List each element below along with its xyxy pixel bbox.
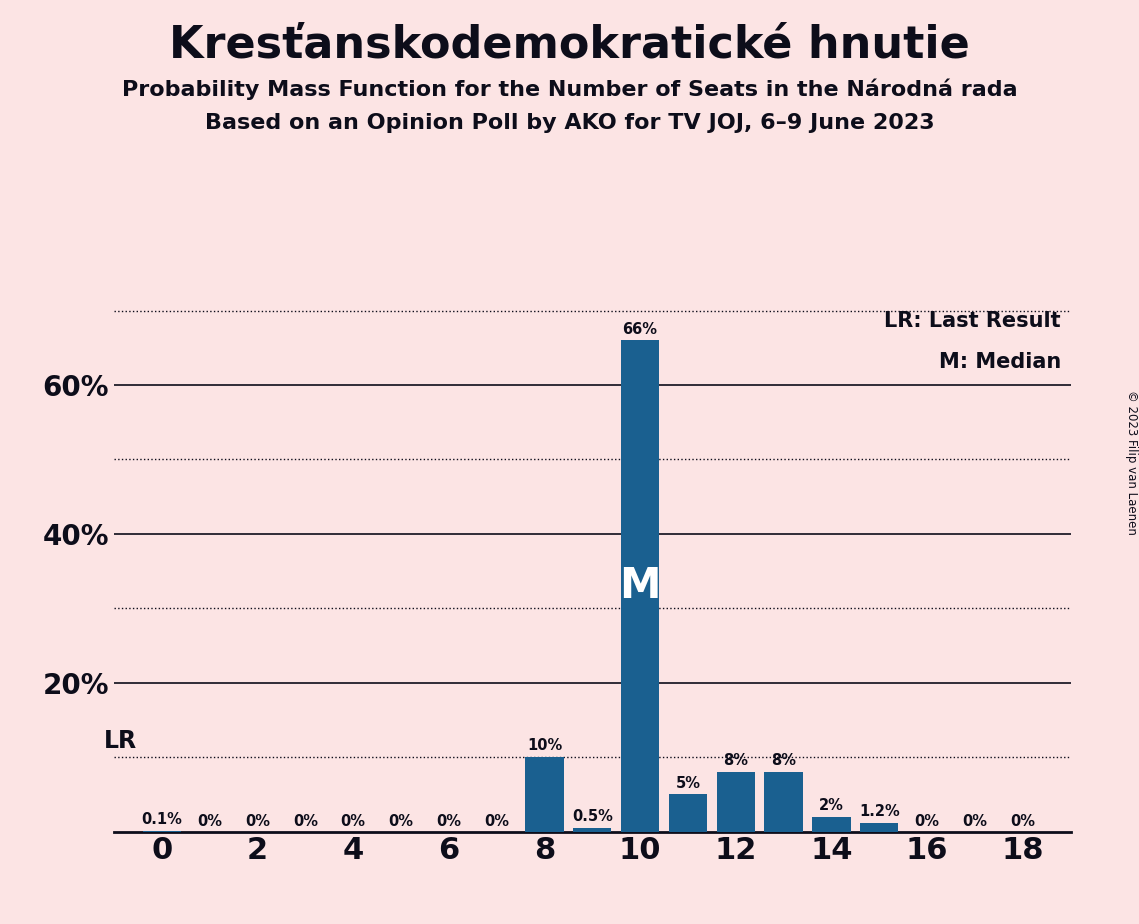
Bar bbox=[860, 822, 899, 832]
Bar bbox=[621, 340, 659, 832]
Text: 0%: 0% bbox=[197, 814, 222, 829]
Text: 10%: 10% bbox=[527, 738, 562, 753]
Text: 0%: 0% bbox=[436, 814, 461, 829]
Text: LR: LR bbox=[105, 729, 138, 753]
Text: 2%: 2% bbox=[819, 798, 844, 813]
Text: 0%: 0% bbox=[245, 814, 270, 829]
Bar bbox=[573, 828, 612, 832]
Text: 66%: 66% bbox=[623, 322, 657, 336]
Text: 1.2%: 1.2% bbox=[859, 804, 900, 819]
Bar bbox=[764, 772, 803, 832]
Text: 0%: 0% bbox=[293, 814, 318, 829]
Text: Probability Mass Function for the Number of Seats in the Národná rada: Probability Mass Function for the Number… bbox=[122, 79, 1017, 100]
Text: 8%: 8% bbox=[723, 753, 748, 769]
Text: M: Median: M: Median bbox=[939, 351, 1062, 371]
Text: 0%: 0% bbox=[1010, 814, 1035, 829]
Text: Kresťanskodemokratické hnutie: Kresťanskodemokratické hnutie bbox=[169, 23, 970, 67]
Text: 0.1%: 0.1% bbox=[141, 812, 182, 827]
Text: 0%: 0% bbox=[962, 814, 988, 829]
Text: M: M bbox=[620, 565, 661, 607]
Text: 0%: 0% bbox=[484, 814, 509, 829]
Bar bbox=[812, 817, 851, 832]
Bar bbox=[525, 757, 564, 832]
Text: 0%: 0% bbox=[341, 814, 366, 829]
Text: 0%: 0% bbox=[388, 814, 413, 829]
Bar bbox=[716, 772, 755, 832]
Text: 0%: 0% bbox=[915, 814, 940, 829]
Text: © 2023 Filip van Laenen: © 2023 Filip van Laenen bbox=[1124, 390, 1138, 534]
Text: 8%: 8% bbox=[771, 753, 796, 769]
Bar bbox=[669, 795, 707, 832]
Text: Based on an Opinion Poll by AKO for TV JOJ, 6–9 June 2023: Based on an Opinion Poll by AKO for TV J… bbox=[205, 113, 934, 133]
Text: LR: Last Result: LR: Last Result bbox=[885, 310, 1062, 331]
Text: 5%: 5% bbox=[675, 775, 700, 791]
Text: 0.5%: 0.5% bbox=[572, 809, 613, 824]
